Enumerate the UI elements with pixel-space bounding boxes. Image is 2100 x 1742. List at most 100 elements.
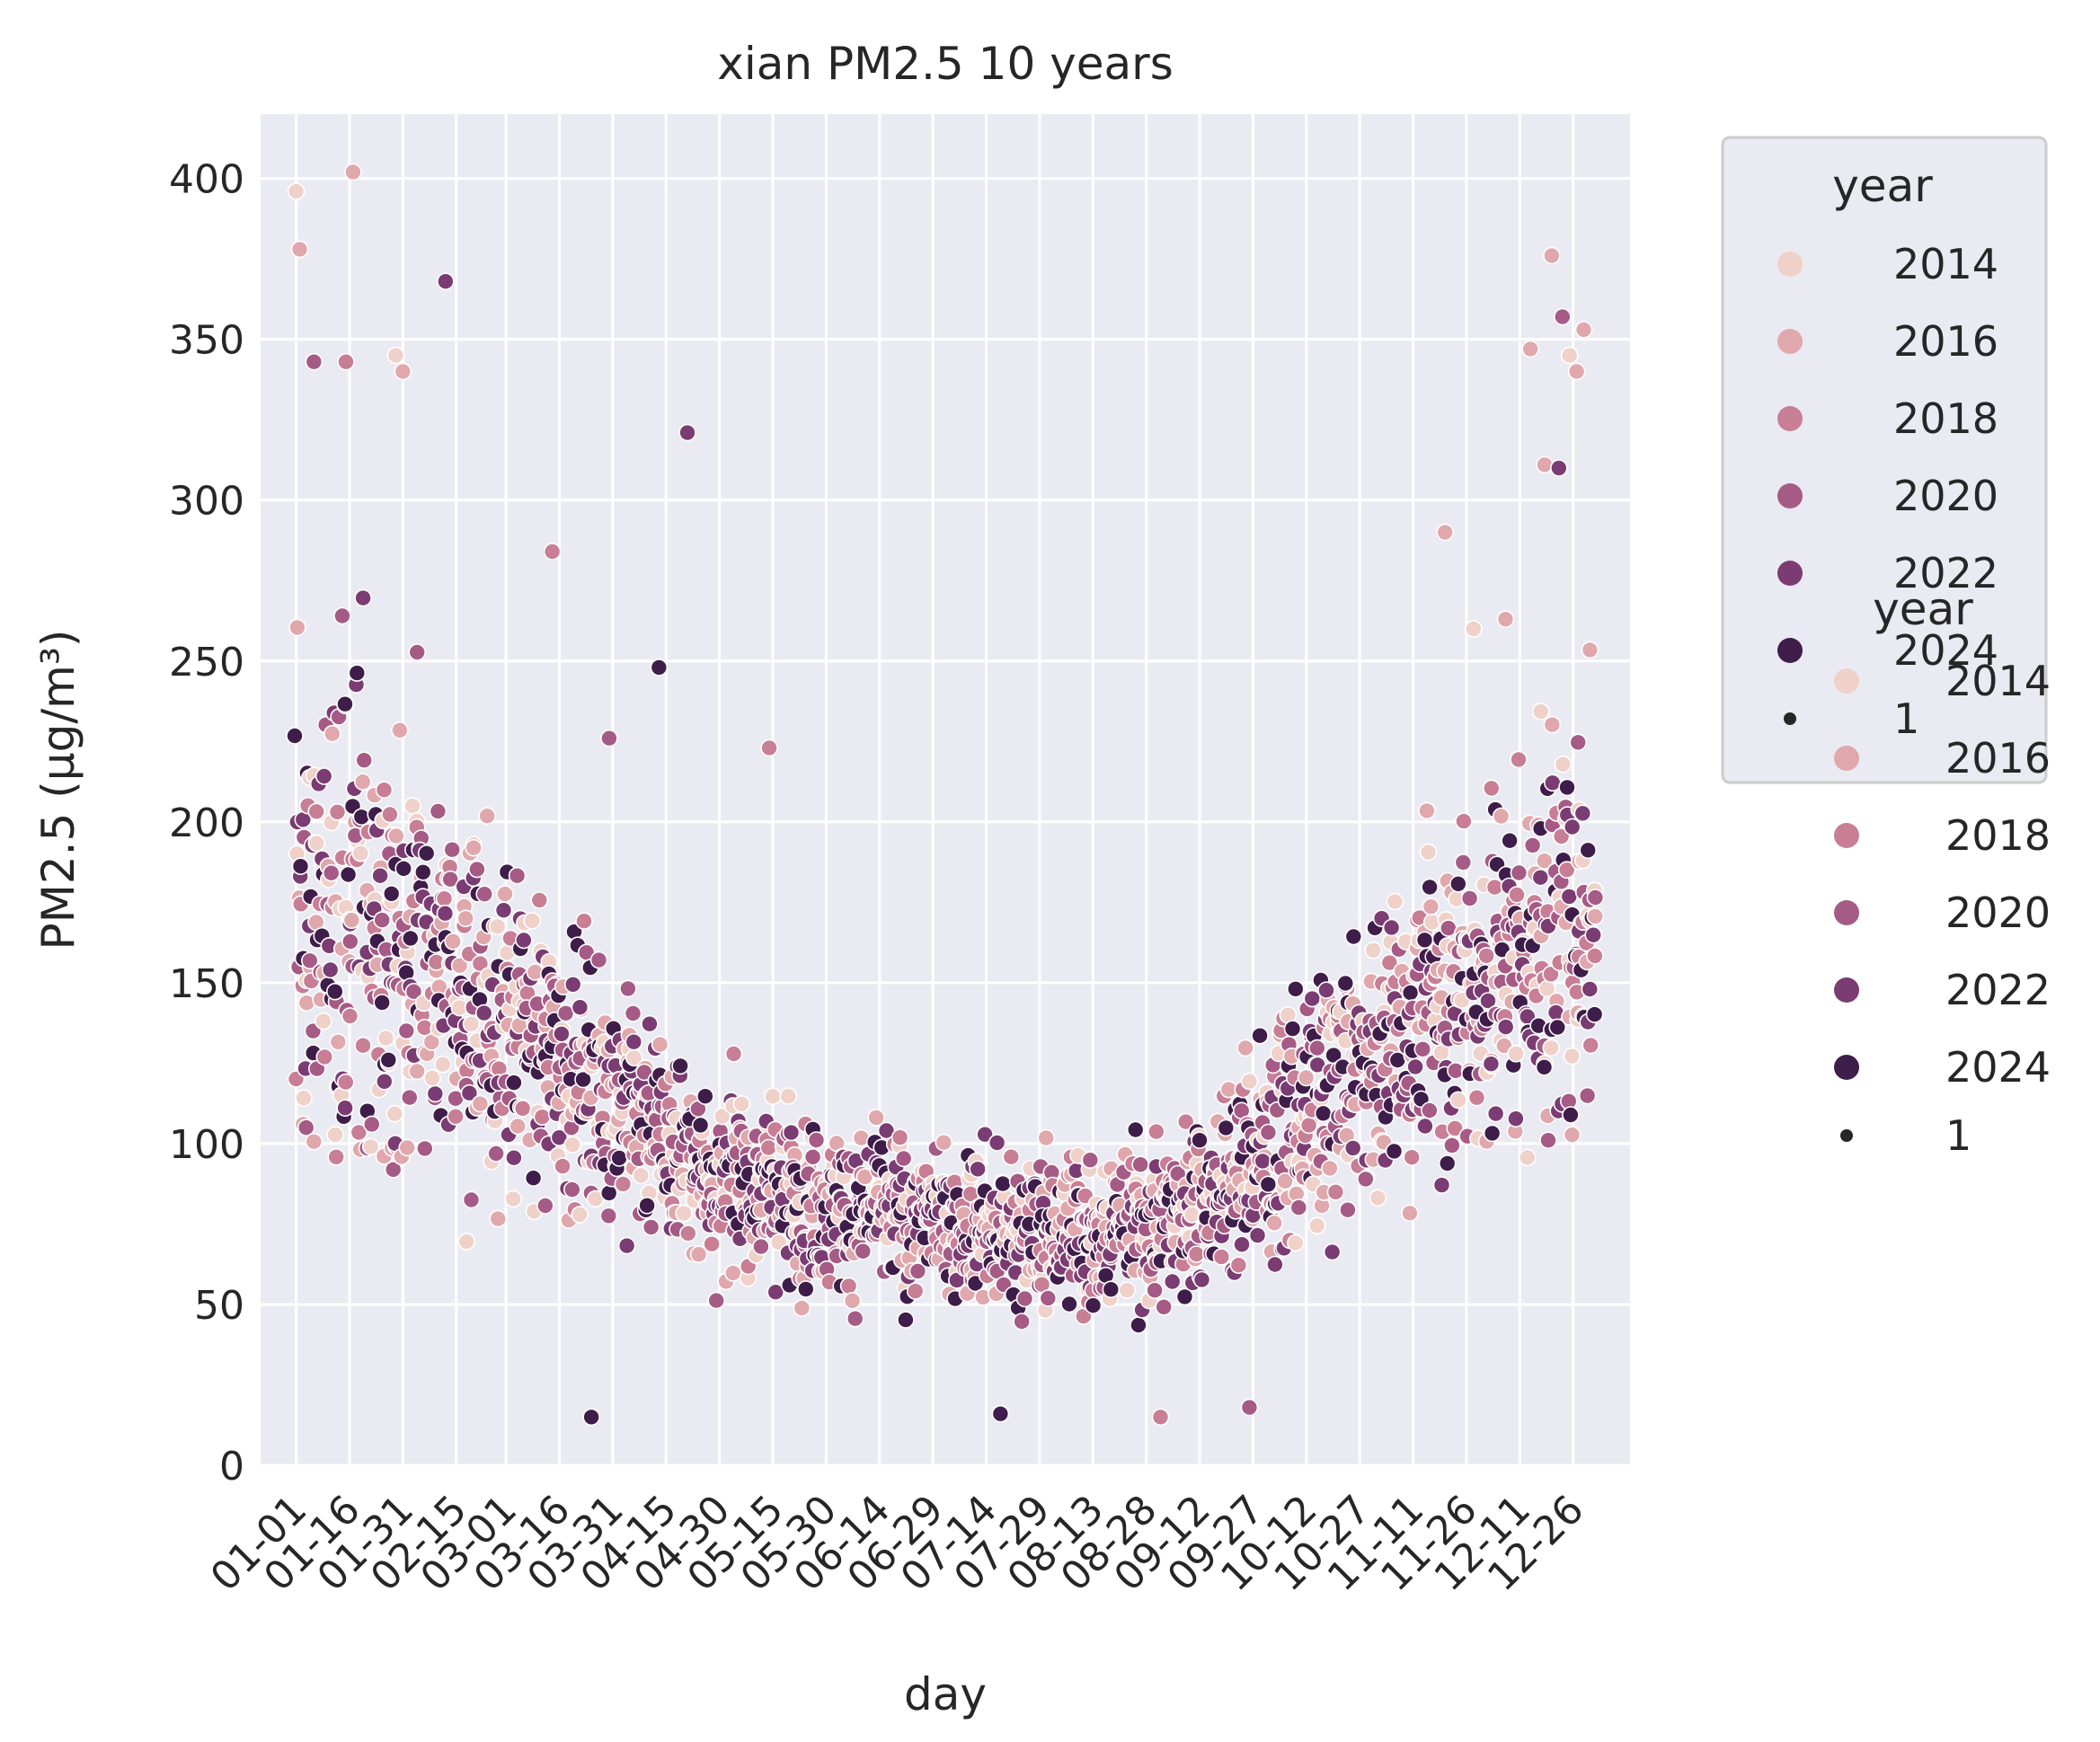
outlier-point-2208: [600, 729, 618, 747]
point-19: [297, 994, 316, 1012]
point-1600: [1233, 1235, 1251, 1253]
point-118: [354, 588, 372, 607]
legend-duplicate: year 2014 2016 2018 2020 2022 2024 1: [1834, 583, 2051, 1160]
point-416: [533, 1108, 552, 1126]
point-750: [732, 1094, 751, 1113]
point-853: [793, 1299, 811, 1317]
point-603: [642, 1218, 660, 1236]
point-2051: [1501, 831, 1519, 850]
outlier-point-2222: [1240, 1398, 1259, 1417]
legend-size-marker: [1784, 712, 1796, 725]
y-tick-label-3: 150: [169, 961, 244, 1007]
point-185: [394, 859, 413, 878]
point-957: [854, 1242, 873, 1260]
point-110: [350, 1123, 368, 1142]
point-1: [288, 618, 306, 637]
legend-duplicate-label-2020: 2020: [1945, 889, 2051, 937]
point-339: [487, 1145, 505, 1163]
legend-label-2016: 2016: [1893, 317, 1998, 366]
outlier-point-2203: [394, 362, 412, 381]
legend-duplicate-label-2014: 2014: [1945, 657, 2051, 705]
outlier-point-2220: [582, 1408, 600, 1427]
legend-duplicate-marker-2014: [1834, 668, 1859, 694]
point-1936: [1432, 1176, 1451, 1194]
point-1199: [994, 1174, 1012, 1193]
point-488: [575, 912, 593, 930]
point-739: [723, 1264, 742, 1282]
point-309: [468, 860, 486, 879]
point-342: [488, 917, 507, 936]
outlier-point-2211: [1521, 340, 1539, 358]
legend-duplicate-label-2018: 2018: [1945, 811, 2051, 860]
point-31: [305, 1132, 323, 1151]
point-113: [352, 808, 371, 827]
point-1404: [1118, 1281, 1137, 1299]
point-1775: [1336, 974, 1355, 993]
point-1720: [1303, 989, 1322, 1008]
point-1915: [1422, 898, 1440, 916]
point-1307: [1060, 1295, 1078, 1313]
point-1695: [1289, 1198, 1308, 1216]
point-129: [362, 1115, 381, 1134]
point-5: [286, 727, 304, 745]
point-1905: [1413, 1040, 1432, 1058]
point-314: [471, 954, 490, 973]
point-175: [391, 721, 409, 739]
point-695: [696, 1087, 714, 1105]
point-1953: [1443, 1136, 1461, 1154]
point-598: [641, 1014, 659, 1033]
point-1908: [1419, 843, 1438, 862]
point-68: [327, 1148, 346, 1166]
point-321: [475, 885, 494, 904]
outlier-point-2209: [1543, 246, 1561, 265]
point-2119: [1543, 715, 1562, 734]
point-95: [339, 865, 358, 884]
data-points: [286, 163, 1605, 1427]
point-1854: [1386, 892, 1404, 911]
point-148: [371, 866, 389, 885]
point-1983: [1460, 889, 1479, 907]
point-355: [496, 885, 514, 903]
chart-title: xian PM2.5 10 years: [717, 38, 1174, 90]
point-64: [321, 960, 340, 979]
point-228: [423, 1069, 441, 1087]
point-1747: [1321, 1159, 1339, 1178]
point-1779: [1339, 1200, 1357, 1219]
point-107: [348, 664, 367, 682]
legend-duplicate-label-2022: 2022: [1945, 966, 2051, 1014]
point-1750: [1323, 1242, 1342, 1261]
legend-duplicate-marker-2020: [1834, 900, 1859, 925]
point-313: [471, 1094, 490, 1113]
outlier-point-2217: [1436, 523, 1454, 542]
point-288: [457, 1233, 476, 1251]
point-2185: [1581, 641, 1599, 659]
point-410: [530, 891, 549, 909]
point-979: [867, 1109, 886, 1127]
point-1971: [1454, 853, 1473, 871]
point-388: [515, 931, 533, 950]
point-52: [315, 767, 333, 785]
point-1349: [1084, 1296, 1103, 1314]
point-711: [707, 1291, 726, 1310]
point-2091: [1523, 836, 1542, 854]
point-197: [401, 929, 420, 948]
legend-label-2024: 2024: [1893, 626, 1998, 675]
point-2026: [1486, 1104, 1505, 1123]
outlier-point-2212: [1574, 321, 1593, 339]
point-21: [297, 1119, 315, 1136]
y-tick-label-2: 100: [169, 1122, 244, 1168]
point-513: [589, 951, 608, 969]
point-168: [385, 1104, 404, 1123]
point-97: [342, 911, 361, 929]
point-471: [563, 1180, 581, 1198]
point-1744: [1317, 981, 1335, 999]
point-863: [796, 1280, 815, 1298]
point-2104: [1531, 868, 1550, 887]
point-2163: [1569, 733, 1587, 752]
legend-label-2022: 2022: [1893, 549, 1998, 597]
point-454: [553, 1025, 571, 1043]
point-531: [599, 1207, 618, 1225]
point-1520: [1187, 1245, 1206, 1263]
point-189: [397, 1021, 416, 1040]
point-147: [373, 911, 392, 929]
